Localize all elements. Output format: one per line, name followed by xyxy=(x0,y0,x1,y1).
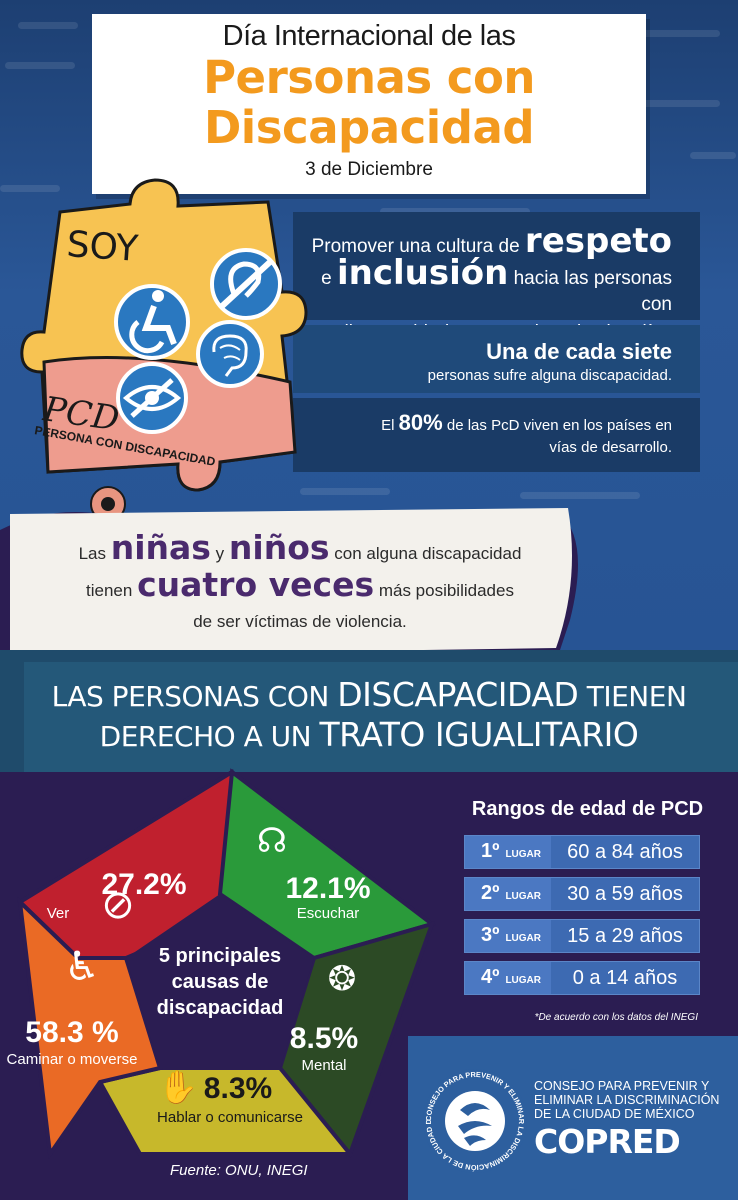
chart-center-line2: causas de xyxy=(172,971,269,993)
info-percent-row: El 80% de las PcD viven en los países en… xyxy=(293,398,700,472)
org-fullname: CONSEJO PARA PREVENIR Y ELIMINAR LA DISC… xyxy=(534,1079,720,1121)
org-acronym: COPRED xyxy=(534,1122,681,1161)
puzzle-piece: SOY PCD PERSONA CON DISCAPACIDAD xyxy=(20,178,308,522)
causes-chart: 5 principales causas de discapacidad ⊘ ☊… xyxy=(7,768,437,1160)
chart-center xyxy=(126,894,314,1068)
hearing-impaired-icon xyxy=(210,248,282,320)
rank-position: 3º LUGAR xyxy=(465,920,551,952)
chart-category-label: Mental xyxy=(301,1057,346,1074)
rank-row: 1º LUGAR 60 a 84 años xyxy=(464,835,700,869)
info-text: El xyxy=(381,417,395,434)
source-note: Fuente: ONU, INEGI xyxy=(170,1162,308,1179)
rights-banner-text: LAS PERSONAS CON DISCAPACIDAD TIENEN DER… xyxy=(24,676,714,756)
age-ranks-title: Rangos de edad de PCD xyxy=(471,798,704,820)
decor-stripe xyxy=(18,22,78,29)
decor-stripe xyxy=(640,100,720,107)
paper-text: de ser víctimas de violencia. xyxy=(193,612,407,631)
chart-center-line3: discapacidad xyxy=(157,997,284,1019)
info-text: vías de desarrollo. xyxy=(549,439,672,456)
decor-stripe xyxy=(690,152,736,159)
paper-highlight: niñas xyxy=(110,528,211,567)
header-pretitle: Día Internacional de las xyxy=(222,20,516,52)
rank-position: 1º LUGAR xyxy=(465,836,551,868)
header-card: Día Internacional de las Personas con Di… xyxy=(92,14,646,194)
decor-stripe xyxy=(520,492,640,499)
header-title-line1: Personas con xyxy=(203,51,535,104)
data-note: *De acuerdo con los datos del INEGI xyxy=(534,1012,698,1023)
info-text: hacia las personas con xyxy=(513,268,672,315)
copred-small-logo xyxy=(90,486,126,522)
eye-slash-icon: ⊘ xyxy=(101,882,135,928)
info-highlight: respeto xyxy=(524,221,672,261)
visual-impairment-icon xyxy=(116,362,188,434)
rank-value: 60 a 84 años xyxy=(567,841,683,863)
chart-category-label: Escuchar xyxy=(297,905,360,922)
banner-text: DERECHO A UN xyxy=(99,720,312,753)
ear-icon: ☊ xyxy=(257,821,287,861)
banner-text: LAS PERSONAS CON xyxy=(51,680,330,713)
rank-value: 0 a 14 años xyxy=(572,967,678,989)
chart-value-label: 58.3 % xyxy=(25,1016,118,1049)
decor-stripe xyxy=(0,185,60,192)
paper-text: tienen xyxy=(86,581,133,600)
rank-row: 4º LUGAR 0 a 14 años xyxy=(464,961,700,995)
chart-category-label: Ver xyxy=(47,905,70,922)
info-highlight: 80% xyxy=(398,410,443,435)
chart-value-label: 27.2% xyxy=(101,868,186,901)
banner-highlight: TRATO IGUALITARIO xyxy=(319,715,639,754)
info-text: de las PcD viven en los países en xyxy=(446,417,672,434)
paper-highlight: niños xyxy=(228,528,330,567)
info-highlight: Una de cada siete xyxy=(486,339,672,364)
paper-text: más posibilidades xyxy=(378,581,514,600)
chart-value-label: 8.3% xyxy=(204,1072,272,1105)
rank-position: 4º LUGAR xyxy=(465,962,551,994)
chart-value-label: 8.5% xyxy=(290,1022,358,1055)
decor-stripe xyxy=(600,30,720,37)
logo-mark xyxy=(458,1103,492,1146)
info-respect-row: Promover una cultura de respeto e inclus… xyxy=(293,212,700,343)
rank-value: 30 a 59 años xyxy=(567,883,683,905)
copred-logo: CONSEJO PARA PREVENIR Y ELIMINAR LA DISC… xyxy=(420,1066,527,1173)
paper-text: Las xyxy=(78,544,106,563)
paper-text: y xyxy=(215,544,225,563)
brain-outline-icon: ❂ xyxy=(328,959,357,999)
wheelchair-icon: ♿ xyxy=(64,944,100,990)
sign-language-icon: ✋ xyxy=(158,1068,198,1106)
chart-value-label: 12.1% xyxy=(285,872,370,905)
header-date: 3 de Diciembre xyxy=(305,159,433,180)
wheelchair-icon xyxy=(114,284,190,360)
brain-icon xyxy=(196,320,264,388)
paper-highlight: cuatro veces xyxy=(137,565,375,604)
paper-note xyxy=(0,508,578,660)
decor-stripe xyxy=(5,62,75,69)
rank-value: 15 a 29 años xyxy=(567,925,683,947)
info-text: Promover una cultura de xyxy=(311,236,520,257)
rank-row: 3º LUGAR 15 a 29 años xyxy=(464,919,700,953)
banner-text: TIENEN xyxy=(586,680,687,713)
chart-category-label: Hablar o comunicarse xyxy=(157,1109,303,1126)
chart-center-line1: 5 principales xyxy=(159,945,281,967)
rights-banner xyxy=(24,662,738,774)
info-ratio-row: Una de cada siete personas sufre alguna … xyxy=(293,325,700,393)
rank-position: 2º LUGAR xyxy=(465,878,551,910)
paper-sheet xyxy=(10,508,572,656)
decor-stripe xyxy=(300,488,390,495)
decor-stripe xyxy=(380,208,530,215)
header-title-line2: Discapacidad xyxy=(203,101,535,154)
chart-category-label: Caminar o moverse xyxy=(7,1051,138,1068)
banner-highlight: DISCAPACIDAD xyxy=(337,675,579,714)
paper-text: con alguna discapacidad xyxy=(334,544,522,563)
info-text: e xyxy=(321,268,332,289)
soy-text: SOY xyxy=(65,224,140,270)
info-highlight: inclusión xyxy=(336,253,509,293)
info-text: personas sufre alguna discapacidad. xyxy=(427,367,672,384)
violence-stat: Las niñas y niños con alguna discapacida… xyxy=(60,531,540,637)
rank-row: 2º LUGAR 30 a 59 años xyxy=(464,877,700,911)
